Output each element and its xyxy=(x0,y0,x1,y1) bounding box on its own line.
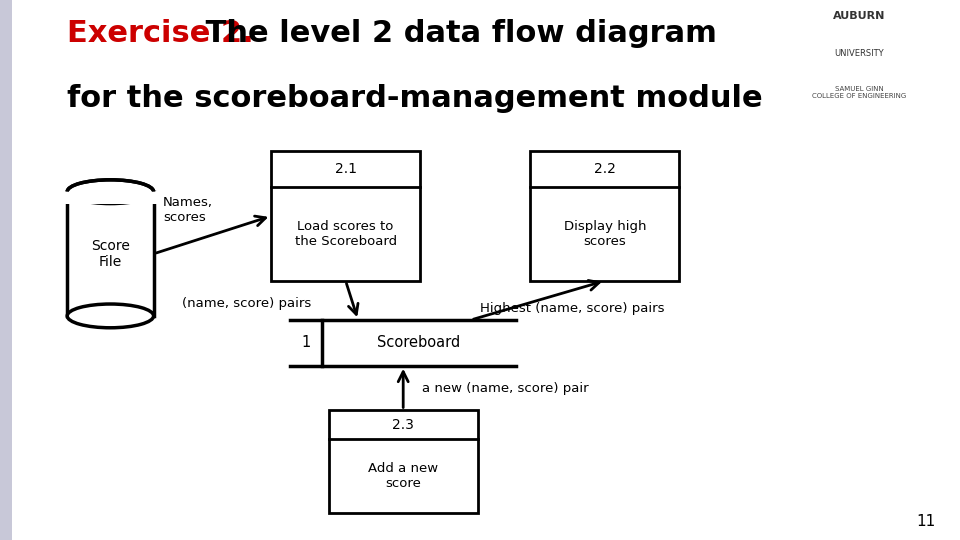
Bar xyxy=(328,410,477,513)
Text: a new (name, score) pair: a new (name, score) pair xyxy=(422,382,589,395)
Text: The level 2 data flow diagram: The level 2 data flow diagram xyxy=(195,19,717,48)
Bar xyxy=(0,0,12,540)
Text: Highest (name, score) pairs: Highest (name, score) pairs xyxy=(480,301,665,314)
Ellipse shape xyxy=(67,180,154,204)
Text: Load scores to
the Scoreboard: Load scores to the Scoreboard xyxy=(295,220,396,248)
Bar xyxy=(62,191,158,204)
Text: UNIVERSITY: UNIVERSITY xyxy=(834,49,884,58)
Bar xyxy=(271,151,420,281)
Text: Add a new
score: Add a new score xyxy=(368,462,439,490)
Text: Scoreboard: Scoreboard xyxy=(377,335,461,350)
Text: 11: 11 xyxy=(917,514,936,529)
Text: (name, score) pairs: (name, score) pairs xyxy=(182,297,312,310)
Text: Score
File: Score File xyxy=(91,239,130,269)
Text: 2.2: 2.2 xyxy=(594,163,615,177)
Bar xyxy=(530,151,680,281)
Text: Exercise 2.: Exercise 2. xyxy=(67,19,254,48)
Text: 2.3: 2.3 xyxy=(393,418,414,432)
Text: for the scoreboard-management module: for the scoreboard-management module xyxy=(67,84,763,113)
Text: Names,
scores: Names, scores xyxy=(163,196,213,224)
Text: AUBURN: AUBURN xyxy=(833,11,885,21)
Ellipse shape xyxy=(67,304,154,328)
Text: 1: 1 xyxy=(301,335,311,350)
Text: Display high
scores: Display high scores xyxy=(564,220,646,248)
Text: SAMUEL GINN
COLLEGE OF ENGINEERING: SAMUEL GINN COLLEGE OF ENGINEERING xyxy=(812,86,906,99)
Text: 2.1: 2.1 xyxy=(335,163,356,177)
